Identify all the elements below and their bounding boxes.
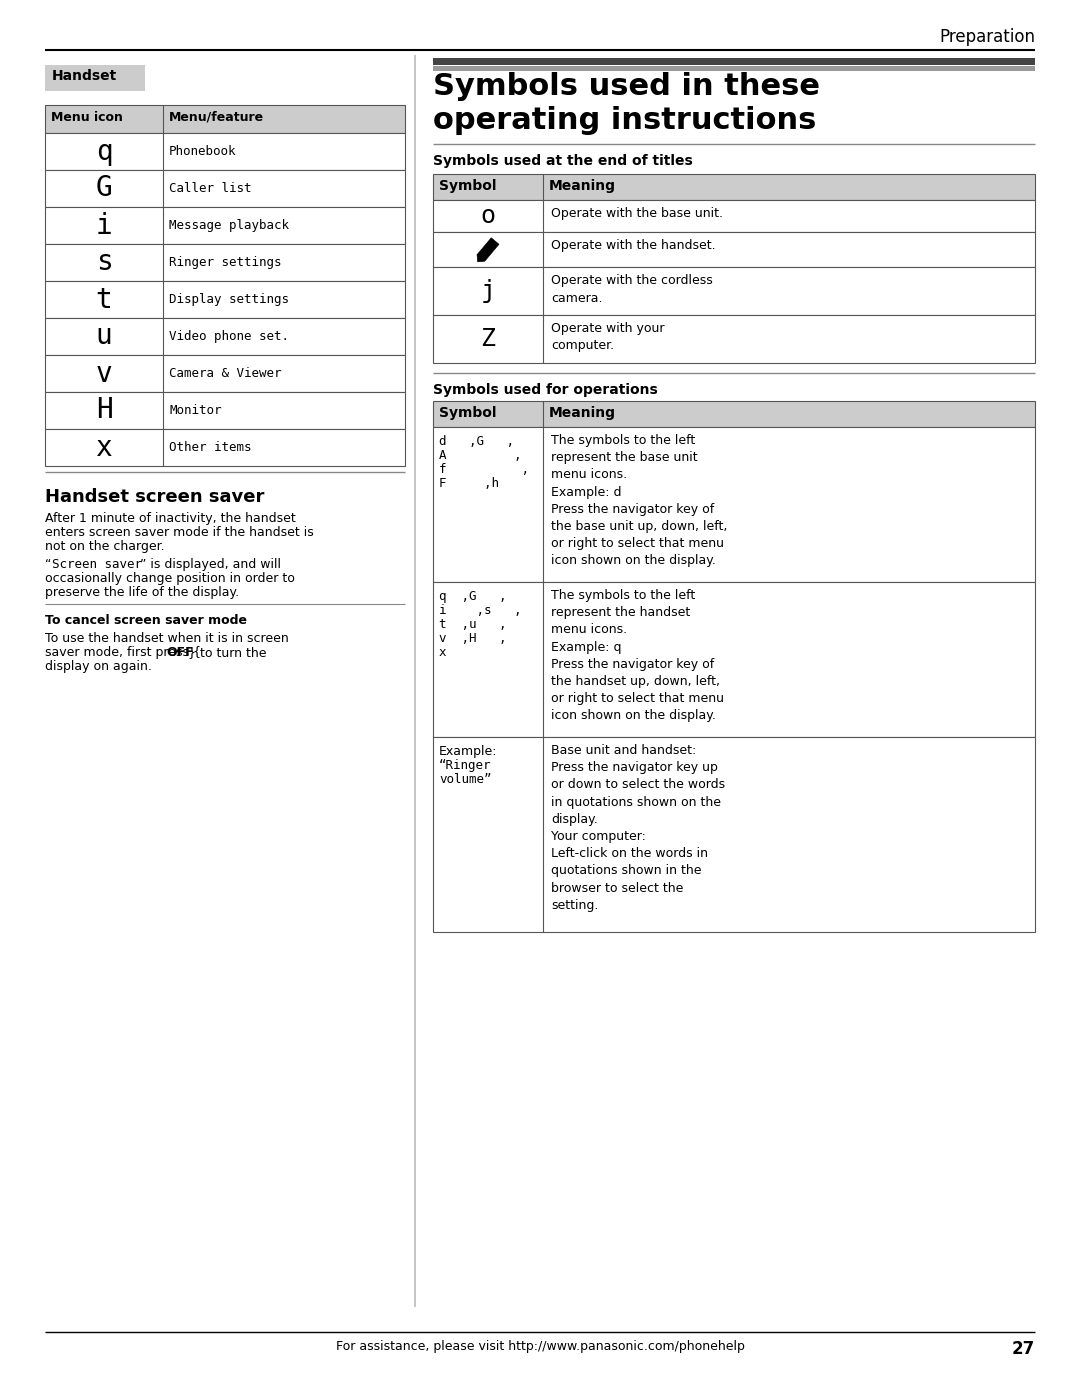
Text: f          ,: f , [438,462,529,476]
Text: Meaning: Meaning [549,407,616,420]
Text: not on the charger.: not on the charger. [45,541,164,553]
Text: } to turn the: } to turn the [188,645,267,659]
Text: A         ,: A , [438,448,522,462]
Text: t  ,u   ,: t ,u , [438,617,507,631]
Text: saver mode, first press {: saver mode, first press { [45,645,201,659]
Text: operating instructions: operating instructions [433,106,816,136]
Text: Handset screen saver: Handset screen saver [45,488,265,506]
Text: Caller list: Caller list [168,182,252,196]
Bar [45,105,405,133]
Bar [433,232,1035,267]
Text: Operate with the handset.: Operate with the handset. [551,239,716,251]
Bar [45,429,405,467]
Text: Screen saver: Screen saver [52,557,141,571]
Text: 27: 27 [1012,1340,1035,1358]
Text: display on again.: display on again. [45,659,152,673]
Text: Symbols used in these: Symbols used in these [433,73,820,101]
Bar [45,133,405,170]
Text: u: u [96,323,112,351]
Bar [433,738,1035,932]
Text: Preparation: Preparation [939,28,1035,46]
Text: Example:: Example: [438,745,498,759]
Text: Ringer settings: Ringer settings [168,256,282,270]
Text: The symbols to the left
represent the handset
menu icons.
Example: q
Press the n: The symbols to the left represent the ha… [551,590,724,722]
Bar [433,314,1035,363]
Text: Meaning: Meaning [549,179,616,193]
Polygon shape [477,237,499,261]
Bar [433,267,1035,314]
Bar [433,427,1035,583]
Bar [45,281,405,319]
Text: F     ,h: F ,h [438,476,499,490]
Text: “: “ [45,557,52,571]
Text: x: x [96,433,112,461]
Bar [433,175,1035,200]
Text: t: t [96,285,112,313]
Text: OFF: OFF [166,645,193,659]
Text: Symbols used for operations: Symbols used for operations [433,383,658,397]
Text: j: j [481,279,496,303]
Text: Z: Z [481,327,496,351]
Text: For assistance, please visit http://www.panasonic.com/phonehelp: For assistance, please visit http://www.… [336,1340,744,1354]
Bar [45,244,405,281]
Text: i: i [96,211,112,239]
Text: Other items: Other items [168,441,252,454]
Text: occasionally change position in order to: occasionally change position in order to [45,571,295,585]
Text: q: q [96,137,112,165]
Bar [45,207,405,244]
Text: q  ,G   ,: q ,G , [438,590,507,604]
Bar [433,401,1035,427]
Bar [433,59,1035,66]
Text: Handset: Handset [52,68,118,82]
Text: To cancel screen saver mode: To cancel screen saver mode [45,615,247,627]
Text: enters screen saver mode if the handset is: enters screen saver mode if the handset … [45,527,314,539]
Text: Symbols used at the end of titles: Symbols used at the end of titles [433,154,692,168]
Text: Symbol: Symbol [438,407,497,420]
Text: ” is displayed, and will: ” is displayed, and will [140,557,281,571]
Text: Camera & Viewer: Camera & Viewer [168,367,282,380]
Text: After 1 minute of inactivity, the handset: After 1 minute of inactivity, the handse… [45,511,296,525]
Bar [45,66,145,91]
Text: Video phone set.: Video phone set. [168,330,289,344]
Text: Phonebook: Phonebook [168,145,237,158]
Text: volume”: volume” [438,773,491,787]
Bar [433,66,1035,71]
Text: “Ringer: “Ringer [438,759,491,773]
Text: d   ,G   ,: d ,G , [438,434,514,448]
Text: G: G [96,175,112,203]
Text: s: s [96,249,112,277]
Text: Symbol: Symbol [438,179,497,193]
Text: Operate with the cordless
camera.: Operate with the cordless camera. [551,274,713,305]
Bar [45,393,405,429]
Text: Base unit and handset:
Press the navigator key up
or down to select the words
in: Base unit and handset: Press the navigat… [551,745,725,912]
Text: Display settings: Display settings [168,293,289,306]
Bar [433,583,1035,738]
Text: o: o [481,204,496,228]
Text: v  ,H   ,: v ,H , [438,631,507,645]
Text: v: v [96,359,112,387]
Bar [433,200,1035,232]
Bar [45,355,405,393]
Bar [45,170,405,207]
Text: H: H [96,397,112,425]
Text: Monitor: Monitor [168,404,221,416]
Text: i    ,s   ,: i ,s , [438,604,522,617]
Text: Menu/feature: Menu/feature [168,110,265,124]
Bar [45,319,405,355]
Text: preserve the life of the display.: preserve the life of the display. [45,585,239,599]
Text: The symbols to the left
represent the base unit
menu icons.
Example: d
Press the: The symbols to the left represent the ba… [551,434,727,567]
Polygon shape [477,254,485,261]
Text: Operate with the base unit.: Operate with the base unit. [551,207,723,219]
Text: Operate with your
computer.: Operate with your computer. [551,321,664,352]
Text: Message playback: Message playback [168,219,289,232]
Text: Menu icon: Menu icon [51,110,123,124]
Text: x: x [438,645,446,659]
Text: To use the handset when it is in screen: To use the handset when it is in screen [45,631,288,645]
